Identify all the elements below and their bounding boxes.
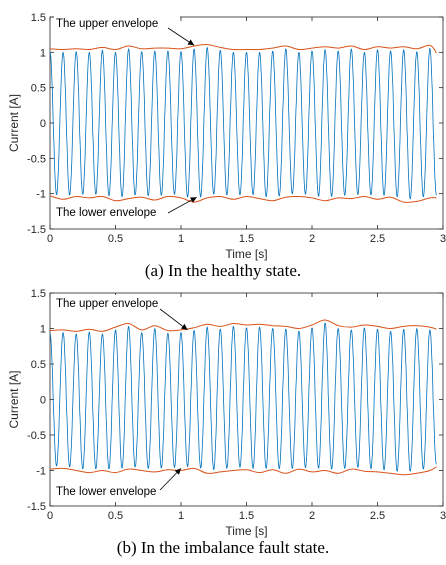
lower-envelope-line <box>49 466 437 476</box>
y-tick-label: 1 <box>40 47 46 59</box>
x-axis-label: Time [s] <box>225 247 267 261</box>
annotation-background <box>54 483 180 499</box>
chart-imbalance-fault: 0 0.5 1 1.5 2 2.5 3 1.5 1 0.5 0 -0.5 -1 -1.5 Time [s] C… <box>7 288 446 557</box>
y-tick-label: 0.5 <box>31 359 46 371</box>
annotation-background <box>54 204 180 220</box>
y-tick-label: -1.5 <box>27 224 46 236</box>
annotation-arrow-head <box>187 39 195 46</box>
annotation-arrow-head <box>190 197 197 203</box>
x-tick-label: 1 <box>178 510 184 522</box>
y-tick-label: -1.5 <box>27 501 46 513</box>
current-signal-line <box>49 322 437 472</box>
y-tick-label: -0.5 <box>27 430 46 442</box>
annotation-label: The lower envelope <box>56 207 156 219</box>
annotation-arrow-head <box>174 468 181 475</box>
annotation-label: The upper envelope <box>56 298 158 310</box>
x-tick-label: 0 <box>47 510 53 522</box>
y-tick-label: 0.5 <box>31 83 46 95</box>
upper-envelope-line <box>49 319 437 332</box>
x-tick-label: 0.5 <box>108 510 123 522</box>
lower-envelope-line <box>49 195 437 203</box>
x-axis-label: Time [s] <box>225 524 267 538</box>
upper-envelope-line <box>49 44 437 54</box>
annotation-label: The lower envelope <box>56 486 156 498</box>
y-axis-label: Current [A] <box>7 94 21 152</box>
x-tick-label: 1.5 <box>239 233 254 245</box>
x-tick-label: 3 <box>440 510 446 522</box>
x-tick-label: 0.5 <box>108 233 123 245</box>
annotation-label: The upper envelope <box>56 18 158 30</box>
y-tick-label: -1 <box>36 466 46 478</box>
x-tick-label: 2.5 <box>370 510 385 522</box>
y-tick-label: 1.5 <box>31 12 46 24</box>
annotation-arrow-head <box>180 323 188 330</box>
y-tick-label: 0 <box>40 395 46 407</box>
x-tick-label: 3 <box>440 233 446 245</box>
x-tick-label: 0 <box>47 233 53 245</box>
x-tick-label: 2 <box>309 510 315 522</box>
y-tick-label: -0.5 <box>27 153 46 165</box>
figure-caption: (a) In the healthy state. <box>145 261 301 280</box>
annotation-background <box>54 295 180 311</box>
y-tick-label: 1 <box>40 324 46 336</box>
y-tick-label: 0 <box>40 118 46 130</box>
chart-healthy: 0 0.5 1 1.5 2 2.5 3 1.5 1 0.5 0 -0.5 -1 -1.5 Time [s] C… <box>7 12 446 280</box>
x-tick-label: 1.5 <box>239 510 254 522</box>
x-tick-label: 2 <box>309 233 315 245</box>
current-signal-line <box>49 46 437 200</box>
y-axis-label: Current [A] <box>7 370 21 428</box>
y-tick-label: 1.5 <box>31 288 46 300</box>
y-tick-label: -1 <box>36 189 46 201</box>
figure-caption: (b) In the imbalance fault state. <box>117 538 329 557</box>
x-tick-label: 2.5 <box>370 233 385 245</box>
annotation-background <box>54 15 180 31</box>
x-tick-label: 1 <box>178 233 184 245</box>
